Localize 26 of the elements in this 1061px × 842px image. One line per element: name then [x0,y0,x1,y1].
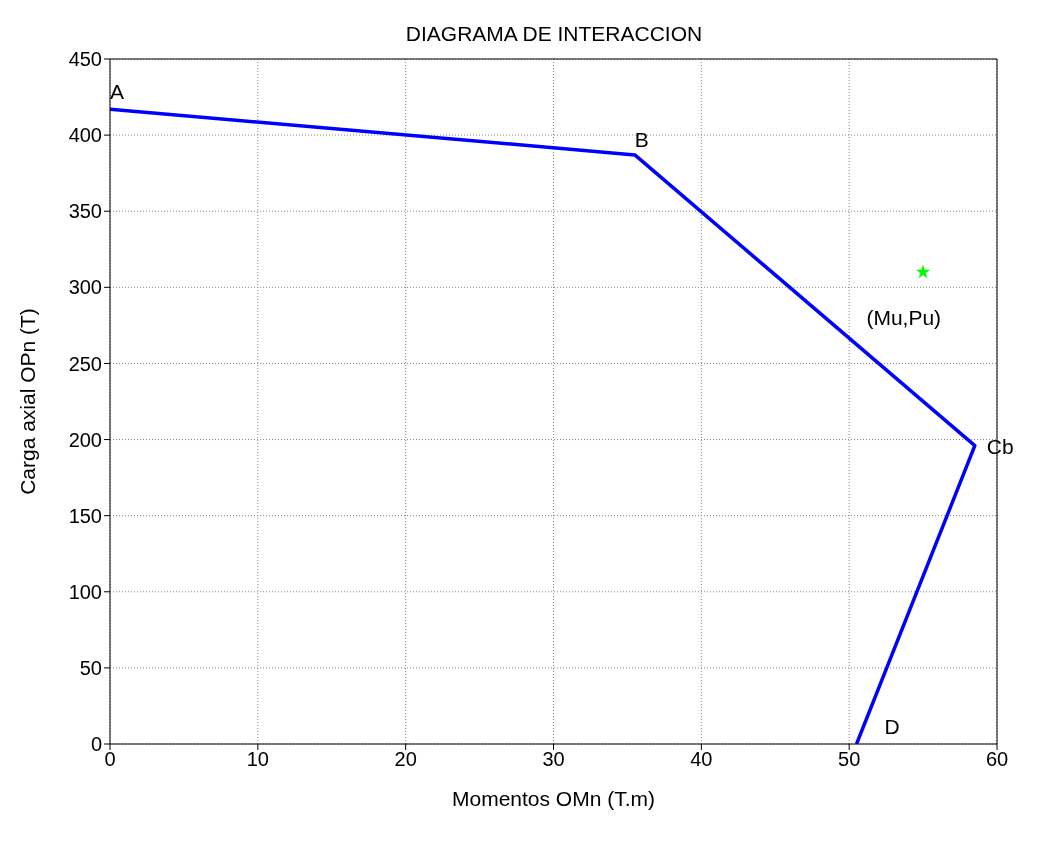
annotation: B [634,127,649,151]
y-tick-label: 400 [68,124,102,147]
y-tick-label: 0 [90,733,102,756]
x-tick-label: 20 [394,748,417,771]
annotation: A [110,80,125,104]
y-axis-title: Carga axial OPn (T) [16,308,40,495]
y-tick-label: 100 [68,580,102,603]
annotation: (Mu,Pu) [866,306,942,330]
y-tick-label: 200 [68,428,102,451]
x-tick-label: 0 [104,748,116,771]
annotation: D [884,715,900,738]
annotation: Cb [986,434,1014,458]
chart-title: DIAGRAMA DE INTERACCION [404,22,704,46]
x-tick-label: 40 [690,748,713,771]
y-tick-label: 300 [68,276,102,299]
x-tick-label: 30 [542,748,565,771]
y-tick-label: 50 [79,656,102,679]
x-axis-title: Momentos OMn (T.m) [451,787,656,810]
x-tick-label: 10 [246,748,269,771]
y-tick-label: 250 [68,352,102,375]
y-tick-label: 350 [68,200,102,223]
x-tick-label: 60 [985,748,1009,771]
line-series [110,107,977,744]
y-tick-label: 450 [68,48,102,71]
x-tick-label: 50 [838,748,861,771]
y-tick-label: 150 [68,504,102,527]
